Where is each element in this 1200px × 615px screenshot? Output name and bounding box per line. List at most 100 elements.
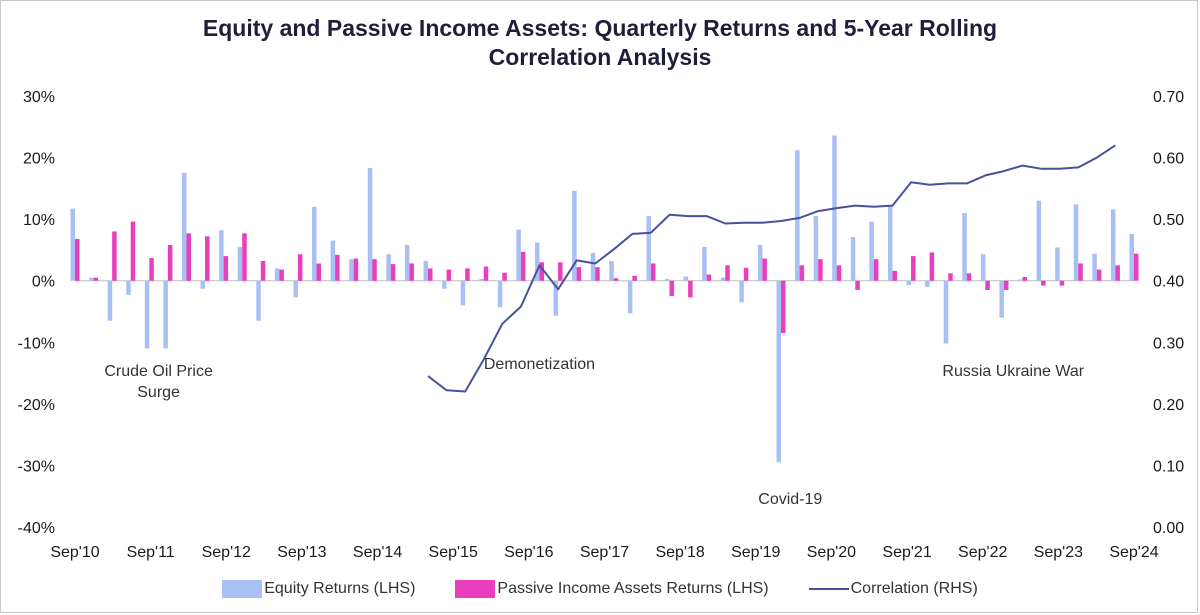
bar-equity-returns: [757, 245, 763, 281]
bar-passive-income-returns: [316, 263, 322, 281]
x-tick-label: Sep'14: [353, 544, 402, 561]
bar-passive-income-returns: [576, 267, 582, 281]
y-left-tick-label: 30%: [23, 89, 55, 106]
bar-equity-returns: [999, 280, 1004, 318]
bar-passive-income-returns: [242, 233, 247, 281]
bar-passive-income-returns: [465, 268, 470, 281]
bar-passive-income-returns: [1078, 263, 1083, 281]
x-tick-label: Sep'19: [731, 544, 780, 561]
bar-equity-returns: [181, 172, 187, 281]
bar-equity-returns: [572, 190, 577, 281]
bar-equity-returns: [107, 280, 113, 321]
bar-passive-income-returns: [632, 275, 637, 281]
bar-passive-income-returns: [483, 266, 489, 281]
annotation-label: Demonetization: [484, 356, 595, 373]
bar-equity-returns: [1110, 209, 1116, 281]
bar-equity-returns: [479, 278, 484, 281]
bar-passive-income-returns: [595, 267, 600, 281]
bar-passive-income-returns: [1134, 253, 1139, 281]
bar-passive-income-returns: [223, 256, 229, 281]
bar-passive-income-returns: [409, 263, 414, 281]
bar-passive-income-returns: [650, 263, 656, 281]
bar-passive-income-returns: [669, 280, 675, 297]
bar-passive-income-returns: [892, 270, 897, 281]
y-right-tick-label: 0.20: [1153, 397, 1184, 414]
x-tick-label: Sep'11: [127, 544, 175, 561]
annotation-label: Surge: [137, 384, 180, 401]
line-correlation: [427, 144, 1116, 393]
bar-passive-income-returns: [297, 254, 303, 281]
bar-passive-income-returns: [743, 267, 749, 281]
bar-equity-returns: [590, 253, 596, 281]
bar-equity-returns: [980, 254, 986, 281]
bar-passive-income-returns: [149, 257, 154, 281]
y-left-tick-label: -10%: [18, 335, 55, 352]
legend-swatch-correlation: [808, 588, 849, 590]
bar-equity-returns: [627, 280, 633, 314]
bar-passive-income-returns: [260, 261, 266, 281]
bar-equity-returns: [943, 280, 949, 344]
bar-passive-income-returns: [706, 274, 712, 281]
bar-equity-returns: [497, 280, 503, 308]
bar-passive-income-returns: [948, 273, 953, 281]
bar-passive-income-returns: [539, 262, 544, 281]
bar-equity-returns: [126, 280, 131, 295]
bar-equity-returns: [274, 268, 280, 281]
bar-equity-returns: [404, 245, 410, 281]
legend-item-correlation: Correlation (RHS): [808, 580, 978, 598]
bar-equity-returns: [739, 280, 744, 303]
bar-equity-returns: [925, 280, 930, 287]
bar-passive-income-returns: [613, 278, 619, 281]
y-right-tick-label: 0.30: [1153, 335, 1184, 352]
bar-passive-income-returns: [1022, 277, 1028, 281]
legend-swatch-equity: [222, 580, 263, 598]
bar-equity-returns: [237, 246, 243, 281]
bar-equity-returns: [646, 216, 651, 281]
bar-passive-income-returns: [93, 277, 99, 281]
y-left-tick-label: -40%: [18, 520, 55, 537]
bar-passive-income-returns: [205, 236, 210, 281]
bar-equity-returns: [609, 261, 614, 281]
y-left-tick-label: 0%: [32, 274, 55, 291]
bar-equity-returns: [776, 280, 781, 463]
bar-equity-returns: [702, 246, 707, 281]
bar-passive-income-returns: [186, 233, 191, 281]
chart-title: Equity and Passive Income Assets: Quarte…: [0, 14, 1200, 72]
bar-passive-income-returns: [353, 258, 359, 281]
bar-passive-income-returns: [836, 265, 842, 281]
bar-equity-returns: [1018, 279, 1023, 281]
bar-passive-income-returns: [873, 259, 879, 281]
y-right-tick-label: 0.60: [1153, 151, 1184, 168]
bar-passive-income-returns: [985, 280, 990, 290]
bar-passive-income-returns: [1059, 280, 1065, 286]
bar-equity-returns: [293, 280, 298, 298]
bar-equity-returns: [906, 280, 912, 286]
y-right-tick-label: 0.50: [1153, 212, 1184, 229]
bar-equity-returns: [1036, 200, 1042, 281]
bar-passive-income-returns: [1096, 269, 1102, 281]
bar-passive-income-returns: [762, 258, 767, 281]
bar-equity-returns: [200, 280, 206, 289]
bar-passive-income-returns: [390, 264, 396, 281]
x-tick-label: Sep'12: [202, 544, 251, 561]
bar-passive-income-returns: [167, 245, 173, 281]
bar-passive-income-returns: [966, 273, 972, 281]
x-tick-label: Sep'24: [1109, 544, 1158, 561]
y-right-tick-label: 0.70: [1153, 89, 1184, 106]
bar-passive-income-returns: [112, 231, 117, 281]
bar-equity-returns: [869, 221, 874, 281]
x-tick-label: Sep'13: [277, 544, 326, 561]
x-tick-label: Sep'18: [655, 544, 704, 561]
bar-passive-income-returns: [929, 252, 935, 281]
x-tick-label: Sep'17: [580, 544, 629, 561]
y-left-tick-label: -30%: [18, 458, 55, 475]
legend-swatch-passive: [455, 580, 496, 598]
bar-equity-returns: [256, 280, 261, 321]
bar-passive-income-returns: [855, 280, 860, 290]
bar-equity-returns: [1092, 253, 1097, 281]
bar-passive-income-returns: [1003, 280, 1009, 290]
y-left-tick-label: 10%: [23, 212, 55, 229]
chart-legend: Equity Returns (LHS) Passive Income Asse…: [0, 577, 1200, 601]
bar-equity-returns: [70, 208, 75, 281]
bar-equity-returns: [553, 280, 559, 316]
